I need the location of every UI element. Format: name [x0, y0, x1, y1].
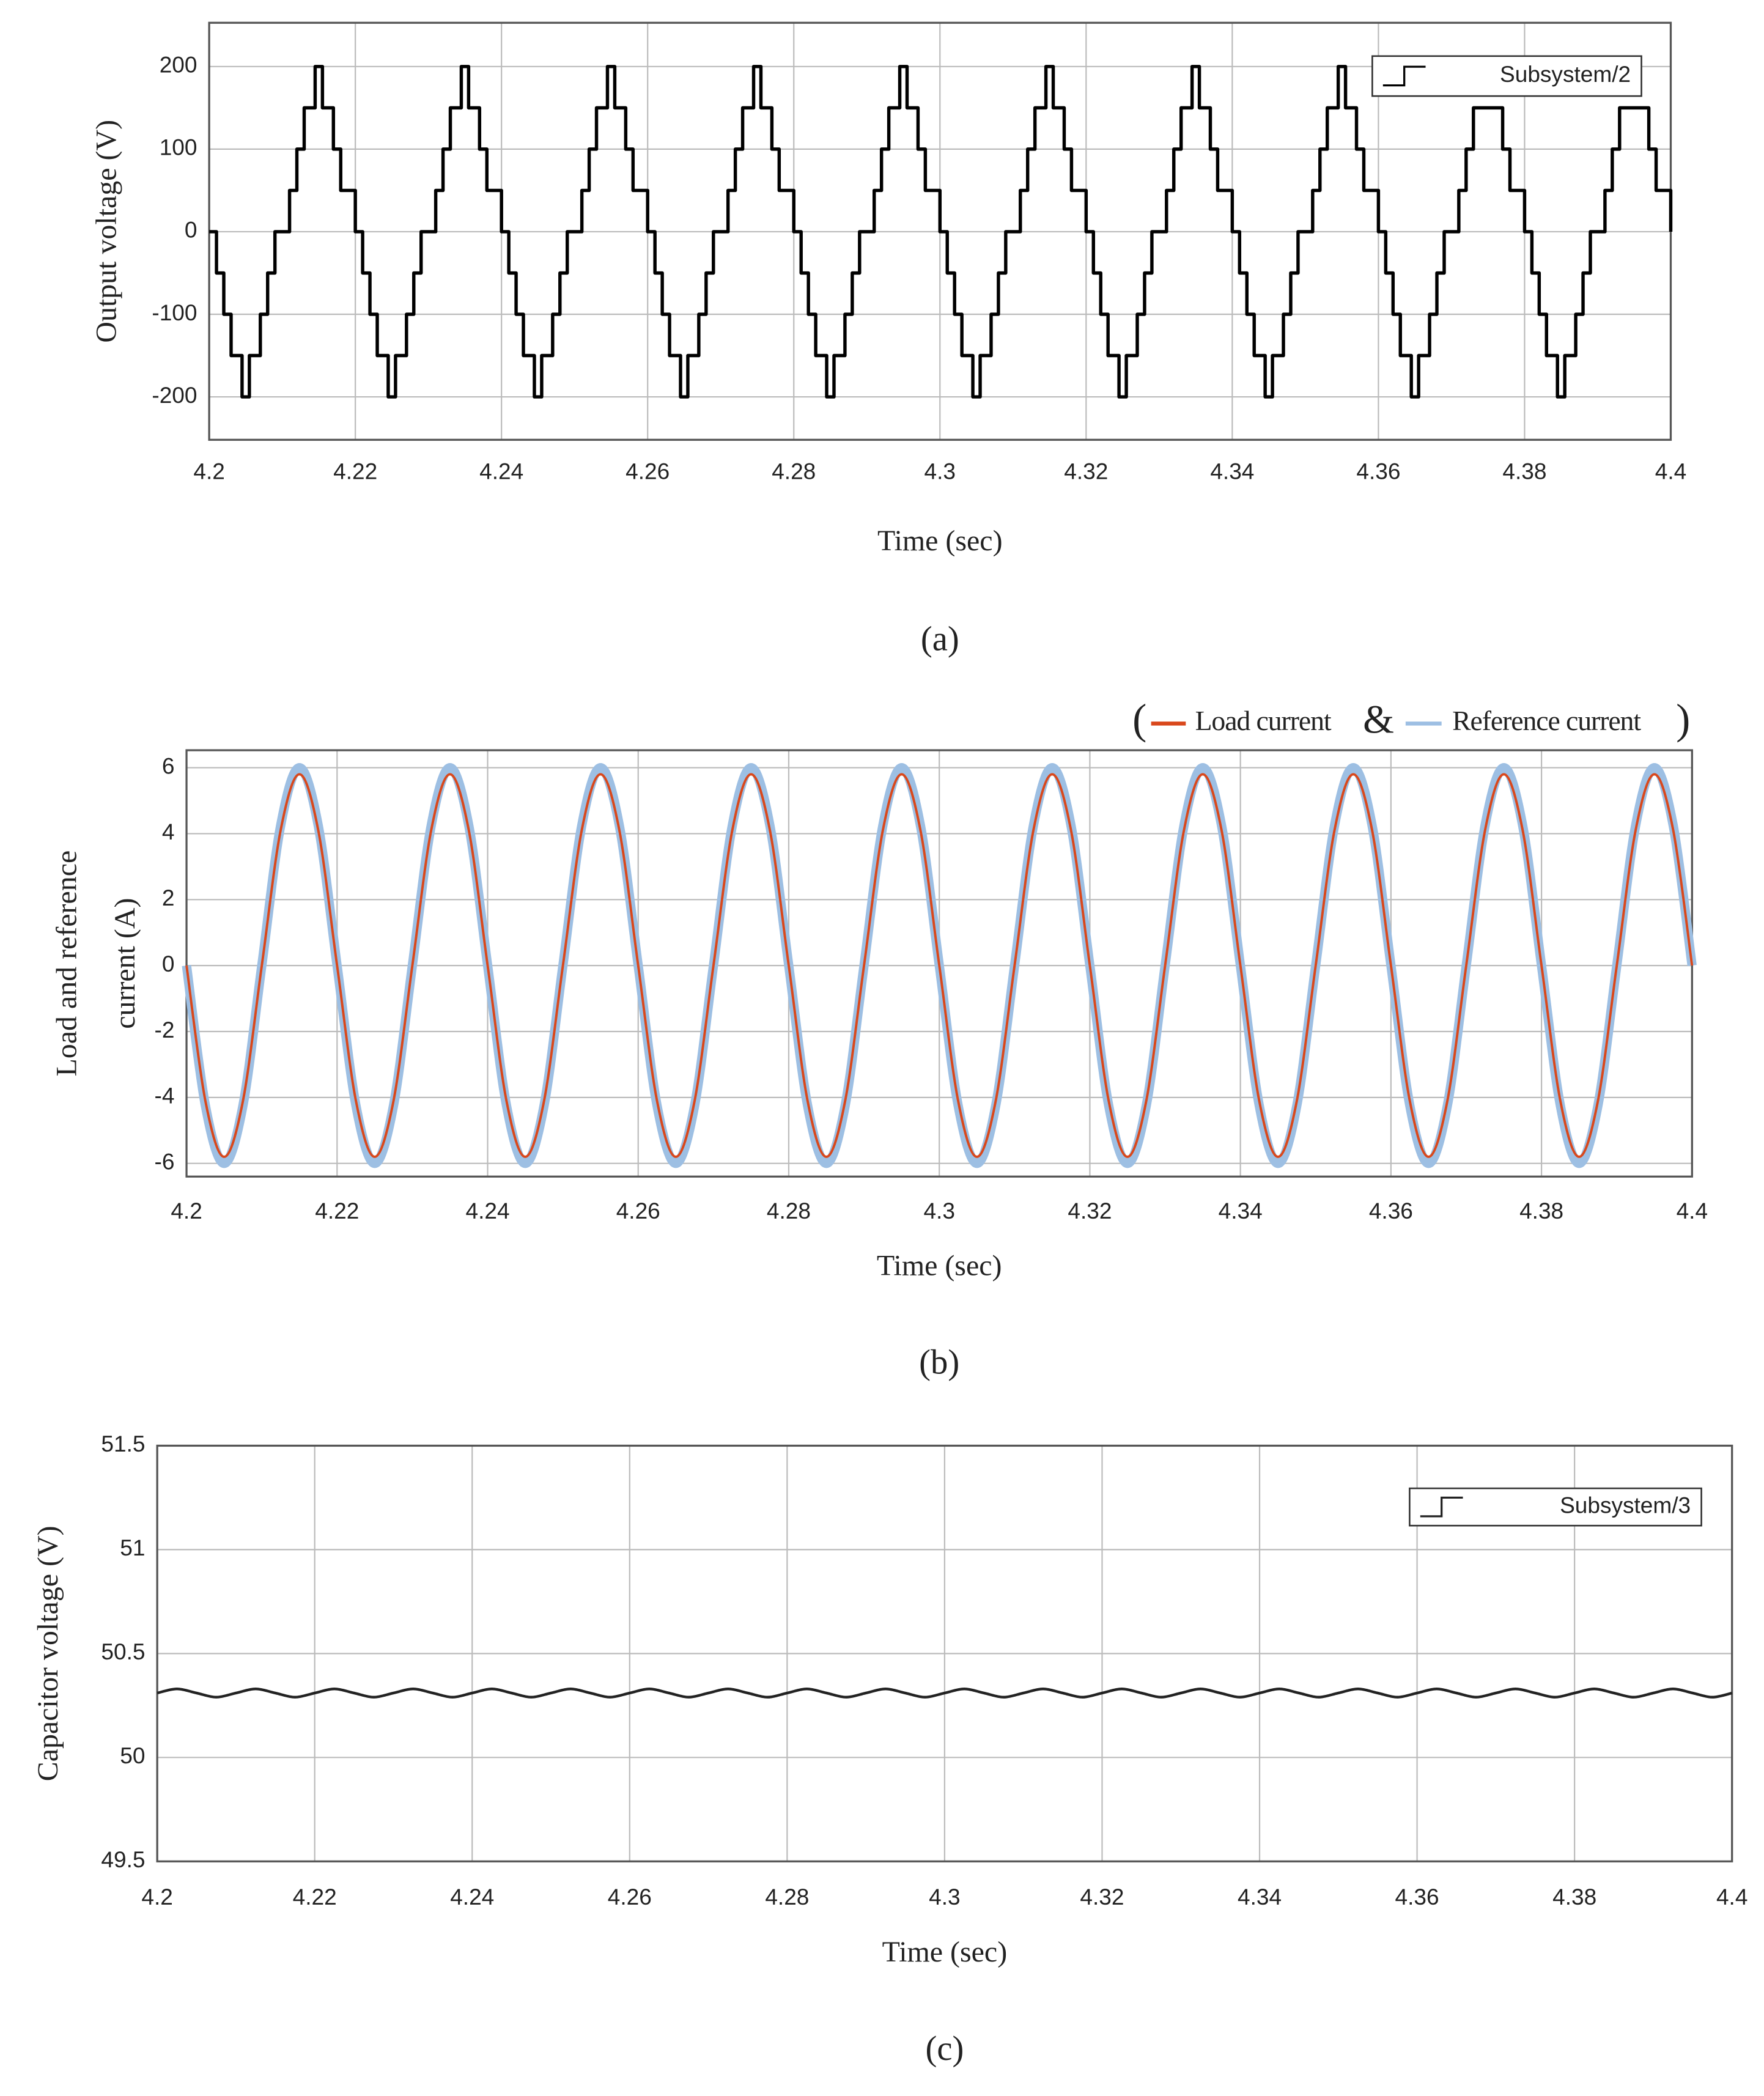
- x-tick-label: 4.22: [333, 459, 377, 484]
- y-tick-label: -100: [152, 300, 197, 325]
- x-tick-label: 4.2: [171, 1198, 202, 1223]
- y-tick-label: 51.5: [101, 1431, 145, 1456]
- x-tick-label: 4.32: [1068, 1198, 1112, 1223]
- plot-frame: [156, 1444, 1733, 1862]
- x-tick-label: 4.4: [1677, 1198, 1708, 1223]
- x-tick-label: 4.22: [293, 1884, 337, 1910]
- y-tick-label: 51: [120, 1535, 145, 1560]
- x-tick-label: 4.4: [1716, 1884, 1747, 1910]
- y-tick-label: 200: [160, 52, 197, 78]
- y-tick-label: 100: [160, 135, 197, 160]
- x-tick-label: 4.36: [1395, 1884, 1439, 1910]
- y-tick-label: -2: [155, 1017, 175, 1042]
- legend-bracket: (: [1132, 696, 1146, 743]
- x-tick-label: 4.34: [1238, 1884, 1282, 1910]
- legend-label: Subsystem/2: [1500, 61, 1631, 87]
- legend-icon: [1420, 1496, 1463, 1518]
- y-tick-label: 6: [162, 753, 175, 778]
- y-tick-label: 0: [185, 217, 197, 243]
- legend-box: [1371, 55, 1642, 97]
- legend-label: Subsystem/3: [1560, 1492, 1691, 1518]
- caption: (b): [919, 1344, 959, 1382]
- x-tick-label: 4.22: [315, 1198, 359, 1223]
- legend-joiner: &: [1363, 698, 1394, 742]
- x-tick-label: 4.36: [1356, 459, 1400, 484]
- legend-label: Load current: [1195, 705, 1332, 736]
- x-tick-label: 4.26: [626, 459, 670, 484]
- x-tick-label: 4.34: [1210, 459, 1254, 484]
- y-tick-label: 4: [162, 819, 175, 844]
- x-tick-label: 4.28: [772, 459, 816, 484]
- legend-icon: [1382, 65, 1426, 87]
- x-tick-label: 4.4: [1655, 459, 1686, 484]
- caption: (a): [921, 620, 959, 658]
- y-tick-label: 50.5: [101, 1639, 145, 1664]
- x-tick-label: 4.24: [465, 1198, 509, 1223]
- y-tick-label: 2: [162, 885, 175, 910]
- x-tick-label: 4.28: [765, 1884, 809, 1910]
- y-tick-label: 49.5: [101, 1847, 145, 1872]
- y-axis-label: Capacitor voltage (V): [32, 1526, 64, 1781]
- y-tick-label: -6: [155, 1148, 175, 1174]
- x-tick-label: 4.3: [929, 1884, 960, 1910]
- y-tick-label: 0: [162, 951, 175, 976]
- caption: (c): [925, 2030, 964, 2068]
- x-tick-label: 4.38: [1502, 459, 1546, 484]
- x-axis-label: Time (sec): [877, 525, 1003, 557]
- x-tick-label: 4.26: [616, 1198, 660, 1223]
- series-line: [185, 773, 1694, 1158]
- x-axis-label: Time (sec): [877, 1250, 1002, 1282]
- y-axis-label: Load and reference: [50, 851, 83, 1077]
- x-tick-label: 4.2: [193, 459, 224, 484]
- legend-bracket: ): [1676, 696, 1690, 743]
- x-tick-label: 4.32: [1080, 1884, 1124, 1910]
- y-tick-label: -200: [152, 382, 197, 408]
- y-axis-label: current (A): [109, 898, 141, 1029]
- legend-box: [1409, 1487, 1702, 1527]
- x-tick-label: 4.24: [479, 459, 523, 484]
- series-line: [209, 65, 1673, 399]
- x-tick-label: 4.34: [1219, 1198, 1263, 1223]
- x-tick-label: 4.26: [608, 1884, 652, 1910]
- y-tick-label: -4: [155, 1083, 175, 1109]
- x-tick-label: 4.36: [1369, 1198, 1413, 1223]
- series-line: [157, 1687, 1733, 1699]
- x-axis-label: Time (sec): [882, 1936, 1008, 1968]
- x-tick-label: 4.38: [1519, 1198, 1563, 1223]
- y-axis-label: Output voltage (V): [90, 120, 123, 343]
- x-tick-label: 4.2: [141, 1884, 172, 1910]
- x-tick-label: 4.38: [1552, 1884, 1596, 1910]
- x-tick-label: 4.28: [767, 1198, 811, 1223]
- x-tick-label: 4.32: [1064, 459, 1108, 484]
- x-tick-label: 4.3: [924, 459, 956, 484]
- x-tick-label: 4.24: [450, 1884, 494, 1910]
- y-tick-label: 50: [120, 1743, 145, 1768]
- x-tick-label: 4.3: [923, 1198, 954, 1223]
- legend-label: Reference current: [1452, 705, 1641, 736]
